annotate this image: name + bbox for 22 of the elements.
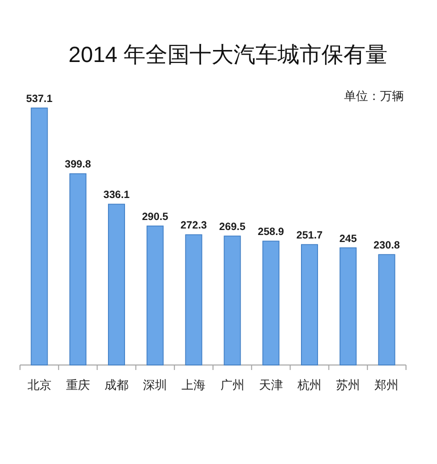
data-label: 230.8 — [374, 240, 400, 252]
annotation: 单位：万辆 — [344, 89, 404, 103]
data-label: 245 — [339, 232, 357, 245]
category-label: 北京 — [27, 378, 52, 392]
category-label: 苏州 — [336, 378, 360, 392]
data-label: 399.8 — [64, 158, 92, 171]
data-label: 251.7 — [296, 230, 323, 242]
data-label: 272.3 — [180, 220, 207, 232]
category-label: 重庆 — [66, 378, 90, 392]
data-label: 290.5 — [142, 211, 168, 223]
category-label: 上海 — [182, 378, 206, 392]
data-label: 537.1 — [26, 93, 52, 105]
category-label: 成都 — [104, 378, 128, 392]
category-label: 广州 — [220, 378, 244, 392]
data-label: 336.1 — [103, 189, 130, 202]
title: 2014 年全国十大汽车城市保有量 — [68, 42, 388, 67]
category-label: 郑州 — [374, 378, 399, 392]
data-label: 258.9 — [258, 226, 284, 238]
category-label: 深圳 — [143, 378, 168, 392]
category-label: 天津 — [258, 378, 283, 392]
category-label: 杭州 — [298, 378, 322, 392]
data-label: 269.5 — [219, 221, 246, 234]
